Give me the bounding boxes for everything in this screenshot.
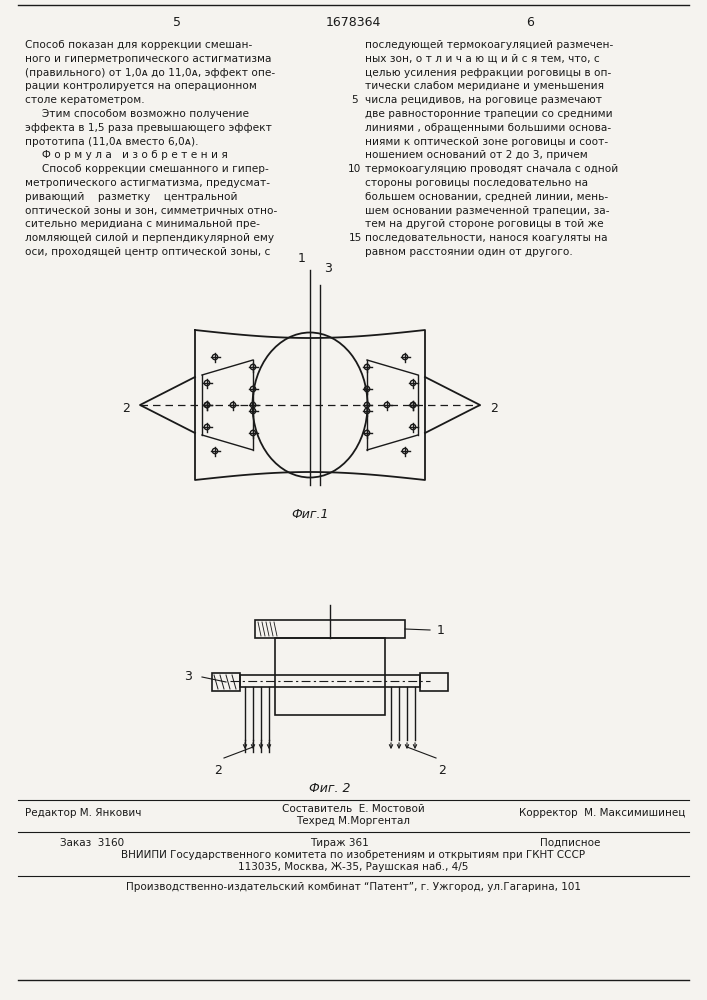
Bar: [420, 673, 448, 691]
Text: 2: 2: [214, 764, 222, 777]
Text: столе кератометром.: столе кератометром.: [25, 95, 145, 105]
Text: ных зон, о т л и ч а ю щ и й с я тем, что, с: ных зон, о т л и ч а ю щ и й с я тем, чт…: [365, 54, 600, 64]
Text: 113035, Москва, Ж-35, Раушская наб., 4/5: 113035, Москва, Ж-35, Раушская наб., 4/5: [238, 862, 468, 872]
Text: 1: 1: [437, 624, 445, 637]
Text: Способ показан для коррекции смешан-: Способ показан для коррекции смешан-: [25, 40, 252, 50]
Text: ривающий    разметку    центральной: ривающий разметку центральной: [25, 192, 238, 202]
Text: тически слабом меридиане и уменьшения: тически слабом меридиане и уменьшения: [365, 81, 604, 91]
Text: линиями , обращенными большими основа-: линиями , обращенными большими основа-: [365, 123, 611, 133]
Text: ниями к оптической зоне роговицы и соот-: ниями к оптической зоне роговицы и соот-: [365, 137, 608, 147]
Text: 1678364: 1678364: [325, 15, 380, 28]
Text: ного и гиперметропического астигматизма: ного и гиперметропического астигматизма: [25, 54, 271, 64]
Text: Способ коррекции смешанного и гипер-: Способ коррекции смешанного и гипер-: [25, 164, 269, 174]
Text: 1: 1: [298, 252, 306, 265]
Text: ВНИИПИ Государственного комитета по изобретениям и открытиям при ГКНТ СССР: ВНИИПИ Государственного комитета по изоб…: [121, 850, 585, 860]
Text: Фиг. 2: Фиг. 2: [309, 782, 351, 795]
Text: Составитель  Е. Мостовой: Составитель Е. Мостовой: [281, 804, 424, 814]
Text: рации контролируется на операционном: рации контролируется на операционном: [25, 81, 257, 91]
Text: Заказ  3160: Заказ 3160: [60, 838, 124, 848]
Text: стороны роговицы последовательно на: стороны роговицы последовательно на: [365, 178, 588, 188]
Text: целью усиления рефракции роговицы в оп-: целью усиления рефракции роговицы в оп-: [365, 68, 612, 78]
Text: Фиг.1: Фиг.1: [291, 508, 329, 521]
Text: большем основании, средней линии, мень-: большем основании, средней линии, мень-: [365, 192, 608, 202]
Text: две равносторонние трапеции со средними: две равносторонние трапеции со средними: [365, 109, 613, 119]
Text: 3: 3: [324, 262, 332, 275]
Text: числа рецидивов, на роговице размечают: числа рецидивов, на роговице размечают: [365, 95, 602, 105]
Text: последовательности, нанося коагуляты на: последовательности, нанося коагуляты на: [365, 233, 607, 243]
Text: 2: 2: [490, 402, 498, 416]
Text: Тираж 361: Тираж 361: [310, 838, 369, 848]
Text: Подписное: Подписное: [540, 838, 600, 848]
Text: 10: 10: [349, 164, 362, 174]
Text: 5: 5: [351, 95, 358, 105]
Text: сительно меридиана с минимальной пре-: сительно меридиана с минимальной пре-: [25, 219, 260, 229]
Text: эффекта в 1,5 раза превышающего эффект: эффекта в 1,5 раза превышающего эффект: [25, 123, 272, 133]
Bar: [255, 620, 405, 638]
Bar: [212, 673, 240, 691]
Text: Производственно-издательский комбинат “Патент”, г. Ужгород, ул.Гагарина, 101: Производственно-издательский комбинат “П…: [126, 882, 580, 892]
Text: ношением оснований от 2 до 3, причем: ношением оснований от 2 до 3, причем: [365, 150, 588, 160]
Text: 2: 2: [122, 402, 130, 416]
Text: 3: 3: [184, 670, 192, 684]
Text: 2: 2: [438, 764, 446, 777]
Bar: [240, 675, 420, 687]
Bar: [275, 638, 385, 715]
Text: шем основании размеченной трапеции, за-: шем основании размеченной трапеции, за-: [365, 206, 609, 216]
Text: термокоагуляцию проводят сначала с одной: термокоагуляцию проводят сначала с одной: [365, 164, 618, 174]
Text: Корректор  М. Максимишинец: Корректор М. Максимишинец: [519, 808, 685, 818]
Text: тем на другой стороне роговицы в той же: тем на другой стороне роговицы в той же: [365, 219, 604, 229]
Text: 5: 5: [173, 15, 181, 28]
Text: метропического астигматизма, предусмат-: метропического астигматизма, предусмат-: [25, 178, 270, 188]
Text: 6: 6: [526, 15, 534, 28]
Text: ломляющей силой и перпендикулярной ему: ломляющей силой и перпендикулярной ему: [25, 233, 274, 243]
Text: Ф о р м у л а   и з о б р е т е н и я: Ф о р м у л а и з о б р е т е н и я: [25, 150, 228, 160]
Text: оптической зоны и зон, симметричных отно-: оптической зоны и зон, симметричных отно…: [25, 206, 277, 216]
Text: 15: 15: [349, 233, 361, 243]
Text: Техред М.Моргентал: Техред М.Моргентал: [296, 816, 410, 826]
Text: равном расстоянии один от другого.: равном расстоянии один от другого.: [365, 247, 573, 257]
Text: Этим способом возможно получение: Этим способом возможно получение: [25, 109, 249, 119]
Text: (правильного) от 1,0ᴀ до 11,0ᴀ, эффект опе-: (правильного) от 1,0ᴀ до 11,0ᴀ, эффект о…: [25, 68, 275, 78]
Text: прототипа (11,0ᴀ вместо 6,0ᴀ).: прототипа (11,0ᴀ вместо 6,0ᴀ).: [25, 137, 199, 147]
Text: оси, проходящей центр оптической зоны, с: оси, проходящей центр оптической зоны, с: [25, 247, 270, 257]
Text: последующей термокоагуляцией размечен-: последующей термокоагуляцией размечен-: [365, 40, 613, 50]
Text: Редактор М. Янкович: Редактор М. Янкович: [25, 808, 141, 818]
